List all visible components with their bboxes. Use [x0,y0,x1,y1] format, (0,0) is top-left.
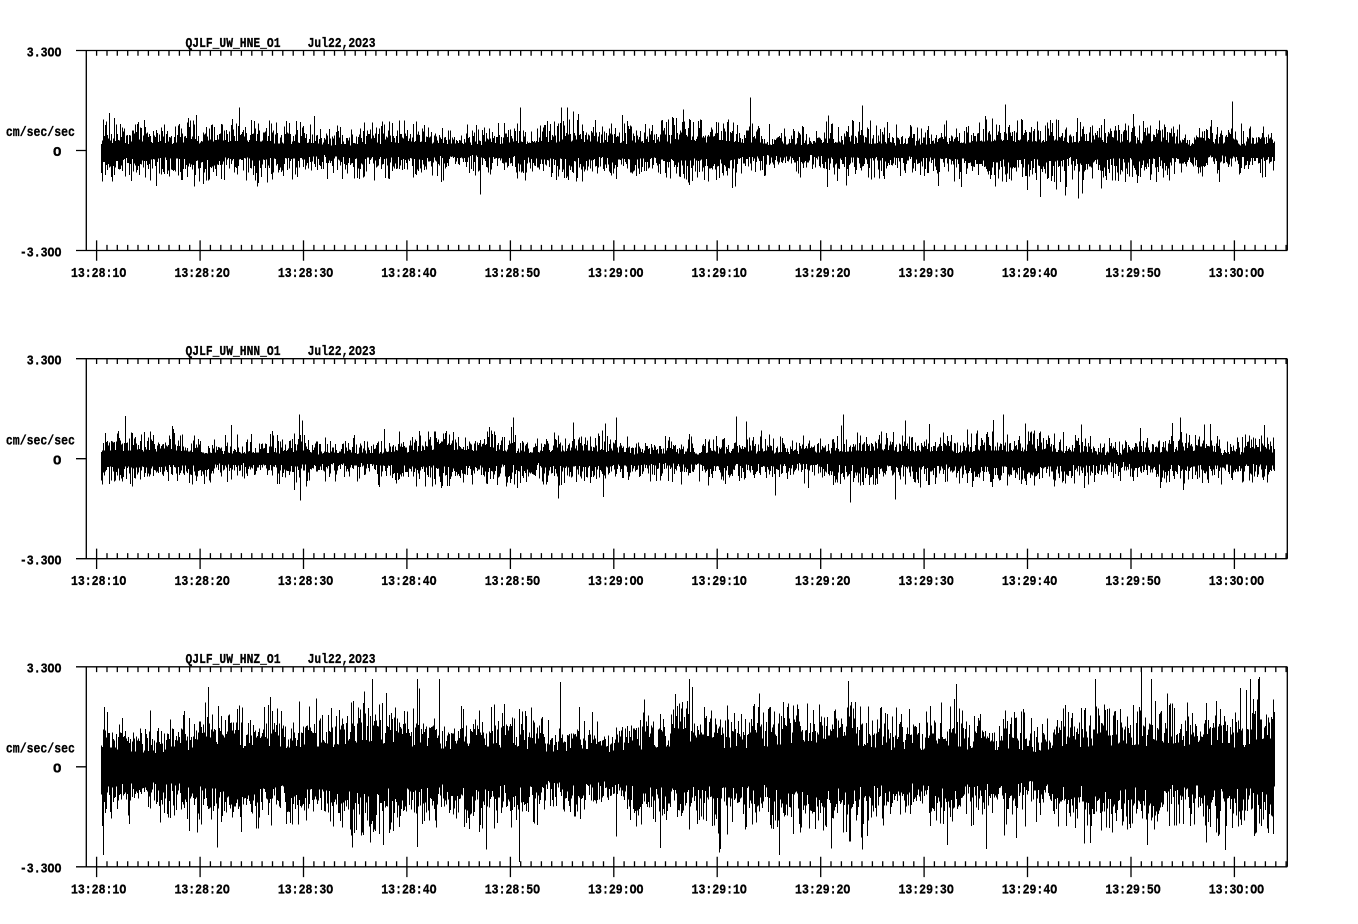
svg-text:QJLF_UW_HNN_O1 Jul22,2O23: QJLF_UW_HNN_O1 Jul22,2O23 [186,344,376,360]
svg-text:O: O [53,761,61,777]
svg-text:13:28:4O: 13:28:4O [381,266,436,282]
svg-text:O: O [53,145,61,161]
svg-text:cm/sec/sec: cm/sec/sec [6,433,75,449]
svg-text:13:28:4O: 13:28:4O [381,574,436,590]
svg-text:QJLF_UW_HNZ_O1 Jul22,2O23: QJLF_UW_HNZ_O1 Jul22,2O23 [186,652,376,668]
svg-text:13:29:2O: 13:29:2O [795,574,850,590]
svg-text:13:28:5O: 13:28:5O [485,882,540,898]
svg-text:13:29:4O: 13:29:4O [1002,882,1057,898]
svg-text:13:3O:OO: 13:3O:OO [1209,266,1264,282]
svg-text:13:29:3O: 13:29:3O [898,266,953,282]
svg-text:-3.3OO: -3.3OO [20,862,62,878]
svg-text:3.3OO: 3.3OO [27,45,62,61]
svg-text:QJLF_UW_HNE_O1 Jul22,2O23: QJLF_UW_HNE_O1 Jul22,2O23 [186,36,376,52]
svg-text:13:28:3O: 13:28:3O [278,574,333,590]
svg-text:13:29:OO: 13:29:OO [588,882,643,898]
svg-text:13:28:3O: 13:28:3O [278,882,333,898]
svg-text:13:29:4O: 13:29:4O [1002,266,1057,282]
svg-text:13:28:2O: 13:28:2O [174,266,229,282]
svg-text:O: O [53,453,61,469]
svg-text:3.3OO: 3.3OO [27,354,62,370]
svg-text:13:29:OO: 13:29:OO [588,266,643,282]
svg-text:13:29:5O: 13:29:5O [1105,574,1160,590]
svg-text:13:28:2O: 13:28:2O [174,574,229,590]
svg-text:13:28:5O: 13:28:5O [485,574,540,590]
svg-text:13:28:5O: 13:28:5O [485,266,540,282]
svg-text:cm/sec/sec: cm/sec/sec [6,125,75,141]
svg-text:13:29:3O: 13:29:3O [898,882,953,898]
svg-text:cm/sec/sec: cm/sec/sec [6,742,75,758]
svg-text:13:28:1O: 13:28:1O [71,882,126,898]
svg-text:13:29:1O: 13:29:1O [692,882,747,898]
svg-text:13:29:5O: 13:29:5O [1105,882,1160,898]
svg-text:13:29:1O: 13:29:1O [692,574,747,590]
svg-text:13:28:3O: 13:28:3O [278,266,333,282]
svg-text:13:29:3O: 13:29:3O [898,574,953,590]
svg-text:13:3O:OO: 13:3O:OO [1209,882,1264,898]
svg-text:-3.3OO: -3.3OO [20,554,62,570]
svg-text:13:28:2O: 13:28:2O [174,882,229,898]
svg-text:3.3OO: 3.3OO [27,662,62,678]
svg-text:13:29:OO: 13:29:OO [588,574,643,590]
svg-text:13:29:5O: 13:29:5O [1105,266,1160,282]
svg-text:13:3O:OO: 13:3O:OO [1209,574,1264,590]
svg-text:13:29:2O: 13:29:2O [795,882,850,898]
svg-text:13:28:1O: 13:28:1O [71,574,126,590]
svg-text:-3.3OO: -3.3OO [20,245,62,261]
svg-text:13:29:4O: 13:29:4O [1002,574,1057,590]
svg-text:13:29:1O: 13:29:1O [692,266,747,282]
svg-text:13:28:4O: 13:28:4O [381,882,436,898]
svg-text:13:28:1O: 13:28:1O [71,266,126,282]
svg-text:13:29:2O: 13:29:2O [795,266,850,282]
